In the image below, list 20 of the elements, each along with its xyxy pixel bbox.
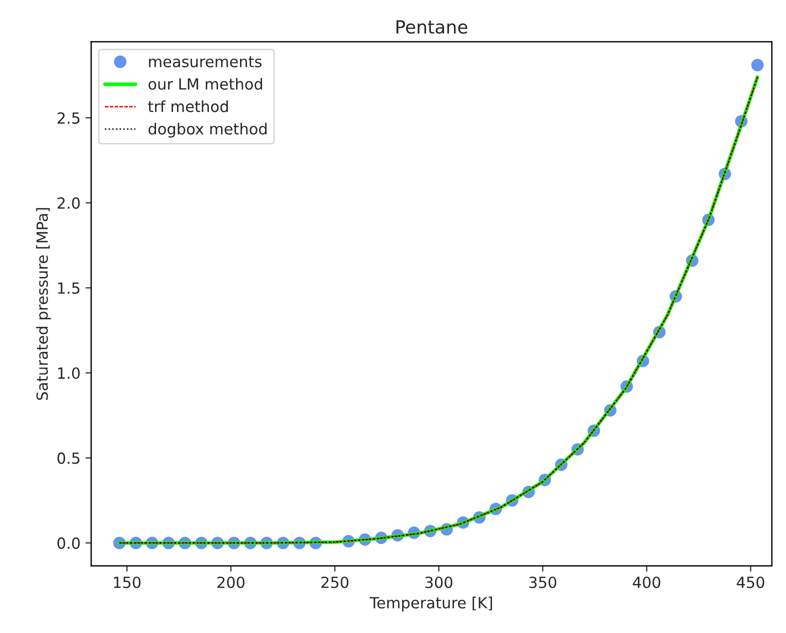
y-axis-title: Saturated pressure [MPa] (36, 208, 51, 400)
legend-label: our LM method (148, 78, 262, 90)
y-tick-label: 2.0 (58, 197, 80, 209)
y-tick-label: 0.5 (57, 452, 80, 464)
y-tick-label: 1.5 (58, 282, 80, 294)
x-tick-label: 200 (217, 576, 244, 588)
x-tick-label: 150 (114, 576, 140, 588)
x-axis-title: Temperature [K] (370, 596, 492, 612)
x-tick-label: 450 (736, 576, 764, 588)
chart-title: Pentane (396, 20, 468, 34)
legend-label: trf method (148, 100, 228, 112)
y-tick-label: 1.0 (58, 367, 80, 379)
legend-label: measurements (149, 56, 262, 68)
y-tick-label: 0.0 (57, 537, 80, 549)
x-tick-label: 400 (632, 576, 660, 588)
y-tick-label: 2.5 (58, 112, 80, 124)
legend-label: dogbox method (148, 122, 267, 138)
x-tick-label: 350 (529, 576, 556, 588)
x-tick-label: 250 (321, 576, 348, 588)
x-tick-label: 300 (425, 576, 452, 588)
